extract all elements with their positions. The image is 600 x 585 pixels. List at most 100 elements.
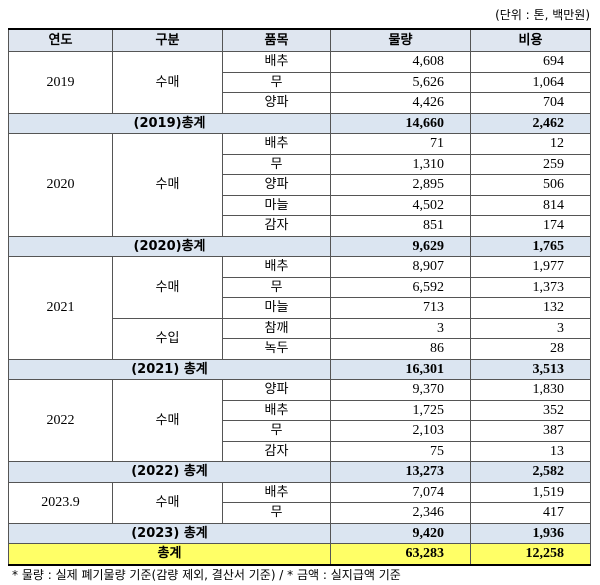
subtotal-quantity: 16,301: [330, 358, 471, 380]
subtotal-quantity: 9,629: [330, 235, 471, 257]
quantity-cell: 8,907: [330, 256, 471, 278]
quantity-cell: 851: [330, 215, 471, 237]
total-row: 총계 63,283 12,258: [8, 543, 591, 566]
year-cell: 2019: [8, 51, 113, 114]
item-row: 무 1,310 259: [9, 153, 591, 175]
cost-cell: 352: [470, 399, 591, 421]
cost-cell: 132: [470, 297, 591, 319]
cost-cell: 12: [470, 133, 591, 155]
quantity-cell: 71: [330, 133, 471, 155]
quantity-cell: 4,426: [330, 92, 471, 114]
cost-cell: 1,064: [470, 71, 591, 93]
cost-cell: 174: [470, 215, 591, 237]
item-cell: 무: [222, 153, 331, 175]
quantity-cell: 1,310: [330, 153, 471, 175]
cost-cell: 259: [470, 153, 591, 175]
type-cell: 수매: [112, 481, 223, 524]
cost-cell: 3: [470, 317, 591, 339]
item-row: 배추 1,725 352: [9, 399, 591, 421]
type-cell: 수매: [112, 256, 223, 319]
item-row: 2020 수매 배추 71 12: [8, 133, 591, 237]
quantity-cell: 75: [330, 440, 471, 462]
item-cell: 배추: [222, 256, 331, 278]
header-cell: 비용: [470, 28, 591, 52]
cost-cell: 1,373: [470, 276, 591, 298]
cost-cell: 13: [470, 440, 591, 462]
item-row: 무 6,592 1,373: [9, 276, 591, 298]
subtotal-label: (2023) 총계: [8, 522, 331, 544]
item-cell: 마늘: [222, 297, 331, 319]
type-cell: 수매: [112, 51, 223, 114]
item-row: 2022 수매 양파 9,370 1,830: [8, 379, 591, 462]
cost-cell: 417: [470, 502, 591, 524]
unit-note: (단위 : 톤, 백만원): [495, 8, 590, 22]
item-row: 2019 수매 배추 4,608 694: [8, 51, 591, 114]
item-row: 마늘 4,502 814: [9, 194, 591, 216]
quantity-cell: 6,592: [330, 276, 471, 298]
item-cell: 무: [222, 276, 331, 298]
item-cell: 감자: [222, 215, 331, 237]
cost-cell: 704: [470, 92, 591, 114]
subtotal-row: (2022) 총계 13,273 2,582: [8, 461, 591, 483]
item-row: 2023.9 수매 배추 7,074 1,519: [8, 481, 591, 524]
year-cell: 2023.9: [8, 481, 113, 524]
subtotal-row: (2023) 총계 9,420 1,936: [8, 522, 591, 544]
subtotal-label: (2020)총계: [8, 235, 331, 257]
item-cell: 배추: [222, 399, 331, 421]
item-cell: 녹두: [222, 338, 331, 360]
quantity-cell: 7,074: [330, 481, 471, 503]
cost-cell: 28: [470, 338, 591, 360]
quantity-cell: 4,502: [330, 194, 471, 216]
item-cell: 참깨: [222, 317, 331, 339]
subtotal-cost: 1,765: [470, 235, 591, 257]
subtotal-label: (2021) 총계: [8, 358, 331, 380]
cost-cell: 814: [470, 194, 591, 216]
subtotal-cost: 1,936: [470, 522, 591, 544]
quantity-cell: 1,725: [330, 399, 471, 421]
subtotal-cost: 2,582: [470, 461, 591, 483]
subtotal-row: (2021) 총계 16,301 3,513: [8, 358, 591, 380]
item-cell: 감자: [222, 440, 331, 462]
item-cell: 배추: [222, 51, 331, 73]
quantity-cell: 2,346: [330, 502, 471, 524]
cost-cell: 1,830: [470, 379, 591, 401]
total-label: 총계: [8, 543, 331, 566]
subtotal-label: (2019)총계: [8, 112, 331, 134]
item-row: 녹두 86 28: [9, 338, 591, 360]
item-cell: 배추: [222, 133, 331, 155]
header-cell: 물량: [330, 28, 471, 52]
item-row: 2021 수매 배추 8,907 1,977: [8, 256, 591, 360]
subtotal-row: (2020)총계 9,629 1,765: [8, 235, 591, 257]
header-row: 연도 구분 품목 물량 비용: [8, 28, 591, 52]
quantity-cell: 713: [330, 297, 471, 319]
item-row: 무 2,103 387: [9, 420, 591, 442]
total-quantity: 63,283: [330, 543, 471, 566]
quantity-cell: 4,608: [330, 51, 471, 73]
quantity-cell: 9,370: [330, 379, 471, 401]
item-cell: 배추: [222, 481, 331, 503]
cost-cell: 1,977: [470, 256, 591, 278]
item-row: 무 2,346 417: [9, 502, 591, 524]
type-cell: 수매: [112, 133, 223, 237]
footnote: * 물량 : 실제 폐기물량 기준(감량 제외, 결산서 기준) / * 금액 …: [12, 568, 401, 582]
item-cell: 무: [222, 420, 331, 442]
item-row: 무 5,626 1,064: [9, 71, 591, 93]
type-cell: 수매: [112, 379, 223, 462]
subtotal-cost: 3,513: [470, 358, 591, 380]
item-cell: 무: [222, 71, 331, 93]
header-cell: 연도: [8, 28, 113, 52]
quantity-cell: 86: [330, 338, 471, 360]
item-cell: 양파: [222, 92, 331, 114]
cost-cell: 387: [470, 420, 591, 442]
data-table: 연도 구분 품목 물량 비용 2019 수매 배추 4,608 694 무 5,626 1,064 양파…: [8, 28, 591, 566]
cost-cell: 1,519: [470, 481, 591, 503]
table-body: 2019 수매 배추 4,608 694 무 5,626 1,064 양파 4,426 704 (20…: [8, 51, 591, 566]
subtotal-quantity: 14,660: [330, 112, 471, 134]
subtotal-quantity: 9,420: [330, 522, 471, 544]
header-cell: 구분: [112, 28, 223, 52]
item-cell: 무: [222, 502, 331, 524]
cost-cell: 694: [470, 51, 591, 73]
year-cell: 2020: [8, 133, 113, 237]
subtotal-label: (2022) 총계: [8, 461, 331, 483]
